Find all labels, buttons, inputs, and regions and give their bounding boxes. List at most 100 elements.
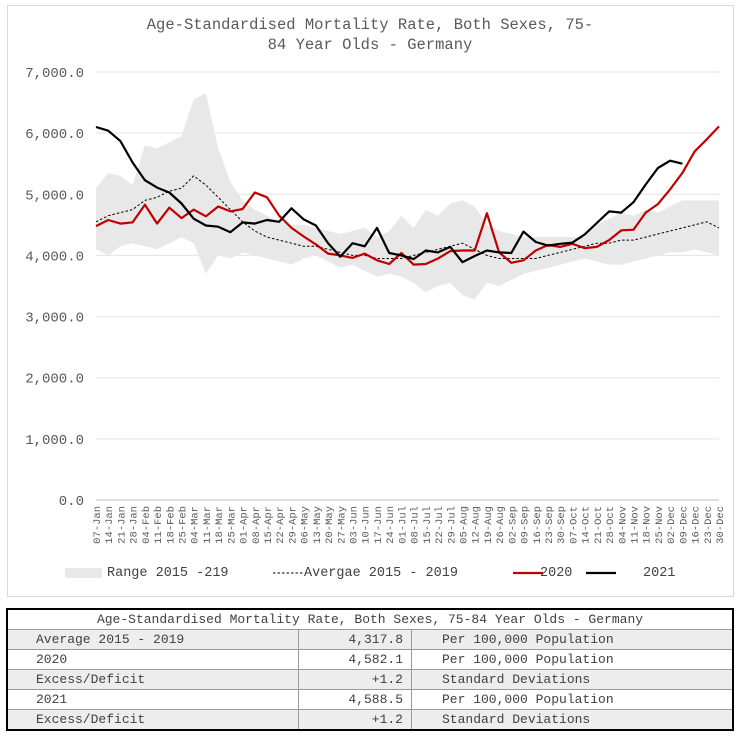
- x-tick-label: 10-Jun: [361, 506, 373, 544]
- x-tick-label: 22-Jul: [434, 506, 446, 544]
- x-tick-label: 04-Mar: [190, 506, 202, 544]
- legend: Range 2015 -219 Avergae 2015 - 2019 2020 20…: [65, 566, 675, 581]
- legend-label-series: 2020: [540, 566, 572, 581]
- x-tick-label: 12-Aug: [471, 506, 483, 544]
- y-tick-label: 2,000.0: [25, 372, 84, 388]
- x-tick-label: 23-Sep: [544, 506, 556, 544]
- row-label: 2020: [6, 649, 299, 670]
- x-tick-label: 15-Jul: [422, 506, 434, 544]
- row-unit: Per 100,000 Population: [411, 689, 734, 710]
- table-header: Age-Standardised Mortality Rate, Both Se…: [6, 608, 734, 630]
- x-tick-label: 25-Nov: [654, 506, 666, 544]
- y-tick-label: 3,000.0: [25, 311, 84, 327]
- row-value: 4,582.1: [298, 649, 412, 670]
- table-row: 2020 4,582.1 Per 100,000 Population: [6, 649, 734, 670]
- row-label: Excess/Deficit: [6, 669, 299, 690]
- table-row: Excess/Deficit +1.2 Standard Deviations: [6, 709, 734, 731]
- x-tick-label: 29-Jul: [446, 506, 458, 544]
- y-axis-ticks: 7,000.0 6,000.0 5,000.0 4,000.0 3,000.0 2,000…: [25, 66, 84, 510]
- table-row: Average 2015 - 2019 4,317.8 Per 100,000 …: [6, 629, 734, 650]
- x-tick-label: 30-Sep: [556, 506, 568, 544]
- x-tick-label: 15-Apr: [263, 506, 275, 544]
- x-tick-label: 07-Jan: [92, 506, 104, 544]
- x-tick-label: 11-Nov: [629, 506, 641, 544]
- x-tick-label: 23-Dec: [703, 506, 715, 544]
- y-tick-label: 4,000.0: [25, 249, 84, 265]
- y-tick-label: 7,000.0: [25, 66, 84, 82]
- x-tick-label: 01-Jul: [397, 506, 409, 544]
- row-unit: Per 100,000 Population: [411, 649, 734, 670]
- x-tick-label: 09-Dec: [678, 506, 690, 544]
- x-tick-label: 18-Nov: [642, 506, 654, 544]
- x-tick-label: 25-Feb: [178, 506, 190, 544]
- x-tick-label: 16-Sep: [532, 506, 544, 544]
- x-tick-label: 28-Jan: [129, 506, 141, 544]
- row-unit: Standard Deviations: [411, 669, 734, 690]
- x-tick-label: 05-Aug: [458, 506, 470, 544]
- summary-table: Age-Standardised Mortality Rate, Both Se…: [6, 608, 734, 731]
- x-tick-label: 21-Oct: [593, 506, 605, 544]
- y-tick-label: 1,000.0: [25, 433, 84, 449]
- x-tick-label: 02-Dec: [666, 506, 678, 544]
- x-tick-label: 14-Jan: [104, 506, 116, 544]
- x-tick-label: 19-Aug: [483, 506, 495, 544]
- range-band: [96, 93, 719, 300]
- x-tick-label: 20-May: [324, 506, 336, 544]
- x-tick-label: 28-Oct: [605, 506, 617, 544]
- x-tick-label: 16-Dec: [691, 506, 703, 544]
- x-tick-label: 03-Jun: [349, 506, 361, 544]
- x-tick-label: 08-Apr: [251, 506, 263, 544]
- x-tick-label: 21-Jan: [116, 506, 128, 544]
- range-band-area: [96, 93, 719, 300]
- x-tick-label: 11-Mar: [202, 506, 214, 544]
- y-tick-label: 0.0: [59, 494, 84, 510]
- table-header-row: Age-Standardised Mortality Rate, Both Se…: [6, 608, 734, 630]
- row-value: +1.2: [298, 669, 412, 690]
- x-tick-label: 09-Sep: [520, 506, 532, 544]
- y-tick-label: 6,000.0: [25, 127, 84, 143]
- row-value: +1.2: [298, 709, 412, 731]
- series-line-1: [95, 125, 720, 266]
- x-tick-label: 29-Apr: [287, 506, 299, 544]
- y-tick-label: 5,000.0: [25, 188, 84, 204]
- row-label: 2021: [6, 689, 299, 710]
- x-tick-label: 22-Apr: [275, 506, 287, 544]
- series-lines: [95, 125, 720, 266]
- row-unit: Per 100,000 Population: [411, 629, 734, 650]
- x-tick-label: 17-Jun: [373, 506, 385, 544]
- x-tick-label: 27-May: [336, 506, 348, 544]
- series-line-0: [95, 175, 720, 259]
- x-tick-label: 01-Apr: [239, 506, 251, 544]
- x-tick-label: 30-Dec: [715, 506, 727, 544]
- legend-swatch-range: [65, 568, 102, 578]
- legend-label-series: Avergae 2015 - 2019: [304, 566, 458, 581]
- x-tick-label: 26-Aug: [495, 506, 507, 544]
- row-label: Average 2015 - 2019: [6, 629, 299, 650]
- x-tick-label: 13-May: [312, 506, 324, 544]
- x-tick-label: 08-Jul: [410, 506, 422, 544]
- x-tick-label: 06-May: [300, 506, 312, 544]
- x-tick-label: 18-Feb: [165, 506, 177, 544]
- chart-panel: Age-Standardised Mortality Rate, Both Se…: [7, 5, 734, 597]
- row-unit: Standard Deviations: [411, 709, 734, 731]
- legend-label-series: 2021: [643, 566, 675, 581]
- x-tick-label: 11-Feb: [153, 506, 165, 544]
- chart-title-line-2: 84 Year Olds - Germany: [268, 36, 473, 54]
- x-tick-label: 24-Jun: [385, 506, 397, 544]
- table-row: 2021 4,588.5 Per 100,000 Population: [6, 689, 734, 710]
- chart-title-line-1: Age-Standardised Mortality Rate, Both Se…: [147, 16, 593, 34]
- x-tick-label: 25-Mar: [226, 506, 238, 544]
- x-tick-label: 04-Nov: [617, 506, 629, 544]
- x-tick-label: 14-Oct: [581, 506, 593, 544]
- x-axis-ticks: 07-Jan 14-Jan 21-Jan 28-Jan 04-Feb 11-Feb 18-F…: [92, 506, 727, 544]
- row-value: 4,317.8: [298, 629, 412, 650]
- series-line-2: [95, 125, 683, 264]
- x-tick-label: 07-Oct: [568, 506, 580, 544]
- row-value: 4,588.5: [298, 689, 412, 710]
- x-tick-label: 18-Mar: [214, 506, 226, 544]
- table-row: Excess/Deficit +1.2 Standard Deviations: [6, 669, 734, 690]
- row-label: Excess/Deficit: [6, 709, 299, 731]
- legend-label-range: Range 2015 -219: [107, 566, 229, 581]
- x-tick-label: 04-Feb: [141, 506, 153, 544]
- mortality-line-chart: Age-Standardised Mortality Rate, Both Se…: [25, 16, 727, 581]
